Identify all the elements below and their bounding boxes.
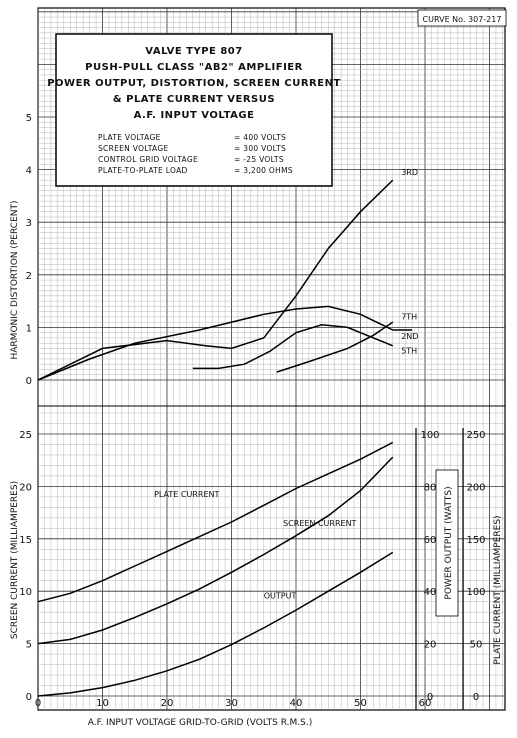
power-output-ylabel: POWER OUTPUT (WATTS) bbox=[444, 486, 454, 599]
x-tick-label: 60 bbox=[419, 698, 432, 709]
plate-current-ylabel: PLATE CURRENT (MILLIAMPERES) bbox=[493, 515, 503, 664]
title-line-2: PUSH-PULL CLASS "AB2" AMPLIFIER bbox=[85, 62, 303, 73]
distortion-ylabel: HARMONIC DISTORTION (PERCENT) bbox=[10, 200, 20, 359]
screen-current-label: SCREEN CURRENT bbox=[283, 519, 356, 528]
harmonic-5th-label: 5TH bbox=[401, 347, 417, 356]
plate-tick-label: 0 bbox=[473, 692, 479, 703]
label-layer: 0 10 20 30 40 50 60012345051015202502040608010… bbox=[19, 113, 485, 709]
curve-number-box bbox=[417, 9, 507, 27]
title-line-5: A.F. INPUT VOLTAGE bbox=[134, 110, 255, 121]
distortion-tick-label: 3 bbox=[26, 218, 32, 229]
distortion-tick-label: 5 bbox=[26, 113, 32, 124]
harmonic-3rd-label: 3RD bbox=[401, 168, 418, 177]
harmonic-3rd-line bbox=[37, 179, 394, 381]
distortion-tick-label: 2 bbox=[26, 271, 32, 282]
screen-tick-label: 0 bbox=[26, 692, 32, 703]
plate-tick-label: 100 bbox=[466, 587, 485, 598]
x-tick-label: 50 bbox=[354, 698, 367, 709]
harmonic-5th-line bbox=[276, 321, 394, 373]
condition-label-2: SCREEN VOLTAGE bbox=[98, 144, 168, 153]
plate-current-line bbox=[37, 441, 394, 603]
condition-value-4: = 3,200 OHMS bbox=[234, 166, 293, 175]
screen-current-ylabel: SCREEN CURRENT (MILLIAMPERES) bbox=[10, 481, 20, 639]
power-tick-label: 80 bbox=[424, 482, 437, 493]
output-line bbox=[37, 551, 394, 697]
title-box bbox=[55, 33, 333, 187]
harmonic-2nd-line bbox=[192, 324, 394, 370]
condition-label-3: CONTROL GRID VOLTAGE bbox=[98, 155, 198, 164]
condition-value-3: = -25 VOLTS bbox=[234, 155, 284, 164]
screen-tick-label: 10 bbox=[19, 587, 32, 598]
harmonic-7th-label: 7TH bbox=[401, 313, 417, 322]
curve-layer bbox=[37, 179, 413, 697]
x-tick-label: 40 bbox=[290, 698, 303, 709]
x-tick-label: 20 bbox=[161, 698, 174, 709]
x-tick-label: 0 bbox=[35, 698, 41, 709]
screen-tick-label: 20 bbox=[19, 482, 32, 493]
distortion-tick-label: 0 bbox=[26, 376, 32, 387]
power-output-label-box bbox=[435, 469, 459, 617]
condition-value-1: = 400 VOLTS bbox=[234, 133, 286, 142]
harmonic-2nd-label: 2ND bbox=[401, 332, 418, 341]
plate-current-label: PLATE CURRENT bbox=[154, 490, 219, 499]
screen-tick-label: 5 bbox=[26, 640, 32, 651]
distortion-tick-label: 4 bbox=[26, 166, 32, 177]
power-tick-label: 100 bbox=[420, 430, 439, 441]
condition-value-2: = 300 VOLTS bbox=[234, 144, 286, 153]
screen-current-line bbox=[37, 456, 394, 645]
condition-label-1: PLATE VOLTAGE bbox=[98, 133, 161, 142]
screen-tick-label: 15 bbox=[19, 535, 32, 546]
x-axis-label: A.F. INPUT VOLTAGE GRID-TO-GRID (VOLTS R… bbox=[88, 718, 313, 728]
output-label: OUTPUT bbox=[264, 592, 297, 601]
power-tick-label: 20 bbox=[424, 640, 437, 651]
power-tick-label: 0 bbox=[427, 692, 433, 703]
distortion-tick-label: 1 bbox=[26, 323, 32, 334]
plate-tick-label: 200 bbox=[466, 482, 485, 493]
x-tick-label: 10 bbox=[96, 698, 109, 709]
plate-tick-label: 50 bbox=[470, 640, 483, 651]
title-line-1: VALVE TYPE 807 bbox=[145, 46, 242, 57]
harmonic-7th-line bbox=[37, 305, 413, 381]
screen-tick-label: 25 bbox=[19, 430, 32, 441]
condition-label-4: PLATE-TO-PLATE LOAD bbox=[98, 166, 188, 175]
x-tick-label: 30 bbox=[225, 698, 238, 709]
plate-tick-label: 150 bbox=[466, 535, 485, 546]
power-tick-label: 60 bbox=[424, 535, 437, 546]
title-line-4: & PLATE CURRENT VERSUS bbox=[113, 94, 275, 105]
title-line-3: POWER OUTPUT, DISTORTION, SCREEN CURRENT bbox=[47, 78, 341, 89]
plate-tick-label: 250 bbox=[466, 430, 485, 441]
curve-number: CURVE No. 307-217 bbox=[423, 15, 502, 24]
power-tick-label: 40 bbox=[424, 587, 437, 598]
